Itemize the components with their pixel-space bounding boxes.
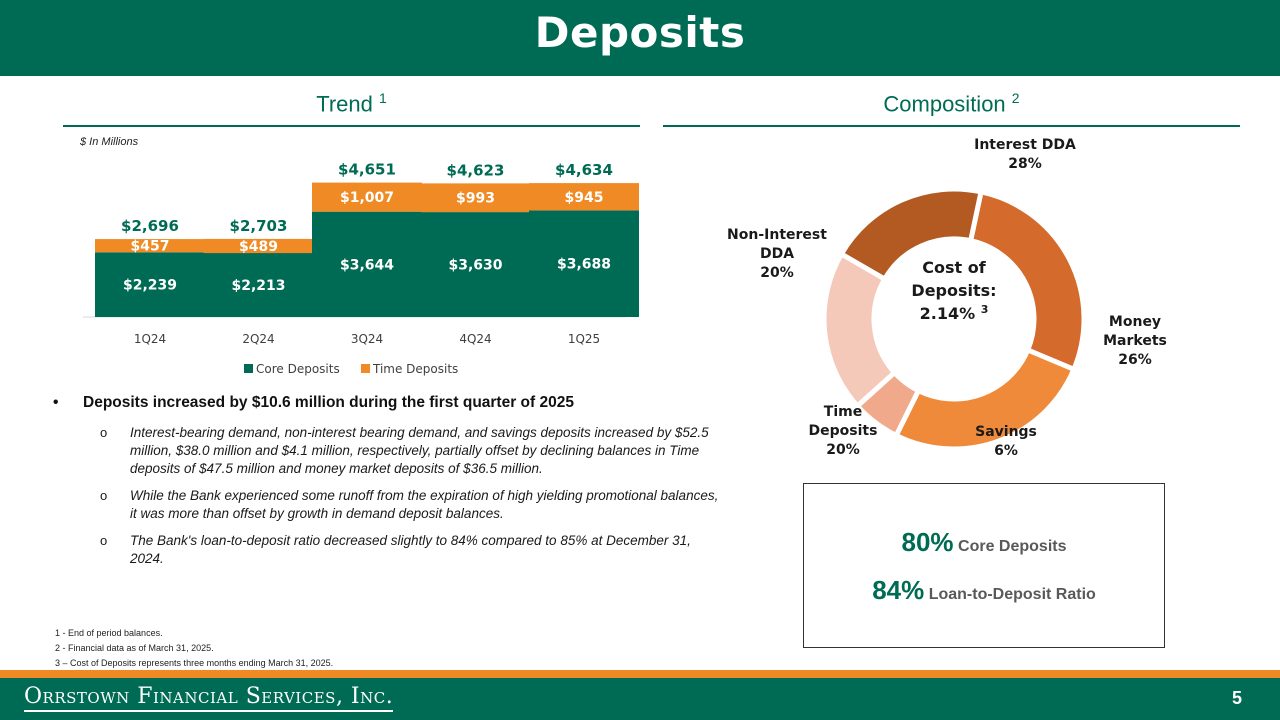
time-value-label: $457: [131, 239, 170, 255]
bar-time-deposits: [312, 182, 422, 212]
composition-title: Composition 2: [663, 90, 1240, 117]
bar-time-deposits: [95, 239, 205, 253]
time-value-label: $945: [565, 190, 604, 206]
category-tick-label: 1Q25: [568, 332, 600, 346]
company-logo: Orrstown Financial Services, Inc.: [24, 684, 394, 712]
kpi-label: Loan-to-Deposit Ratio: [928, 586, 1096, 603]
bar-core-deposits: [312, 211, 422, 317]
core-value-label: $3,630: [448, 258, 502, 274]
bar-core-deposits: [203, 253, 314, 317]
kpi-box: 80% Core Deposits 84% Loan-to-Deposit Ra…: [803, 483, 1165, 648]
donut-slice: [967, 188, 1087, 373]
total-value-label: $2,696: [121, 217, 179, 235]
legend-label-core: Core Deposits: [256, 362, 340, 376]
legend-swatch-core: [244, 364, 253, 373]
main-bullet-text: Deposits increased by $10.6 million duri…: [83, 394, 574, 411]
core-value-label: $2,239: [123, 278, 177, 294]
slice-name-label: DDA: [760, 246, 794, 262]
total-value-label: $4,623: [447, 161, 505, 179]
slice-name-label: Savings: [975, 424, 1037, 440]
slice-name-label: Non-Interest: [727, 227, 827, 243]
header-bar: Deposits: [0, 0, 1280, 76]
circle-bullet-icon: o: [100, 488, 108, 503]
kpi-core-deposits: 80% Core Deposits: [804, 527, 1164, 558]
kpi-loan-to-deposit: 84% Loan-to-Deposit Ratio: [804, 575, 1164, 606]
slice-name-label: Markets: [1103, 333, 1167, 349]
slice-name-label: Time: [824, 404, 862, 420]
bullet-dot-icon: •: [53, 394, 59, 411]
donut-slice: [892, 346, 1078, 452]
footnote: 1 - End of period balances.: [55, 628, 163, 638]
center-label-value: 2.14% 3: [920, 303, 989, 323]
bar-time-deposits: [203, 238, 314, 254]
footer-bar: Orrstown Financial Services, Inc. 5: [0, 678, 1280, 720]
composition-title-sup: 2: [1011, 90, 1020, 106]
main-bullet: • Deposits increased by $10.6 million du…: [50, 394, 720, 412]
center-label: Cost of: [922, 258, 986, 277]
sub-bullet: o Interest-bearing demand, non-interest …: [50, 424, 720, 478]
bar-time-deposits: [420, 183, 531, 213]
trend-title-text: Trend: [316, 91, 373, 117]
page-number: 5: [1231, 688, 1242, 708]
legend-label-time: Time Deposits: [372, 362, 458, 376]
center-label: Deposits:: [911, 281, 996, 300]
trend-title: Trend 1: [63, 90, 640, 117]
footnote: 3 – Cost of Deposits represents three mo…: [55, 658, 334, 668]
total-value-label: $2,703: [230, 217, 288, 235]
core-value-label: $3,688: [557, 257, 611, 273]
category-tick-label: 2Q24: [242, 332, 274, 346]
bar-core-deposits: [95, 252, 205, 317]
footnotes: 1 - End of period balances. 2 - Financia…: [55, 626, 333, 671]
slice-name-label: Interest DDA: [974, 137, 1076, 153]
slice-name-label: Deposits: [809, 423, 878, 439]
core-value-label: $3,644: [340, 257, 394, 273]
legend-swatch-time: [361, 364, 370, 373]
kpi-value: 80%: [901, 527, 954, 557]
footer-accent-strip: [0, 670, 1280, 678]
circle-bullet-icon: o: [100, 425, 108, 440]
category-tick-label: 3Q24: [351, 332, 383, 346]
footnote: 2 - Financial data as of March 31, 2025.: [55, 643, 214, 653]
category-tick-label: 1Q24: [134, 332, 166, 346]
donut-slice: [838, 186, 984, 283]
page-title: Deposits: [534, 8, 746, 57]
center-label-sup: 3: [981, 303, 989, 316]
deposit-trend-chart: $2,239 $457 $2,696 1Q24 $2,213 $489 $2,703 2Q24…: [83, 161, 639, 376]
bar-time-deposits: [529, 183, 639, 211]
total-value-label: $4,651: [338, 161, 396, 179]
slice-percent-label: 20%: [760, 265, 794, 281]
sub-bullet-text: While the Bank experienced some runoff f…: [130, 488, 719, 521]
composition-title-text: Composition: [883, 91, 1006, 117]
deposit-composition-chart: Interest DDA 28% Money Markets 26% Savings 6% T…: [727, 137, 1167, 459]
composition-rule: [663, 125, 1240, 127]
sub-bullet-text: Interest-bearing demand, non-interest be…: [130, 425, 709, 476]
bar-core-deposits: [420, 212, 531, 317]
slice-percent-label: 26%: [1118, 352, 1152, 368]
time-value-label: $993: [456, 191, 495, 207]
time-value-label: $489: [239, 239, 278, 255]
time-value-label: $1,007: [340, 190, 394, 206]
sub-bullet: o While the Bank experienced some runoff…: [50, 487, 720, 523]
total-value-label: $4,634: [555, 161, 613, 179]
category-tick-label: 4Q24: [459, 332, 491, 346]
units-label: $ In Millions: [80, 136, 139, 148]
slice-percent-label: 20%: [826, 442, 860, 458]
sub-bullet: o The Bank's loan-to-deposit ratio decre…: [50, 532, 720, 568]
slice-percent-label: 28%: [1008, 156, 1042, 172]
bar-core-deposits: [529, 210, 639, 317]
circle-bullet-icon: o: [100, 533, 108, 548]
slice-percent-label: 6%: [994, 443, 1018, 459]
commentary: • Deposits increased by $10.6 million du…: [50, 394, 720, 577]
core-value-label: $2,213: [231, 278, 285, 294]
trend-title-sup: 1: [378, 90, 387, 106]
sub-bullet-text: The Bank's loan-to-deposit ratio decreas…: [130, 533, 691, 566]
kpi-value: 84%: [872, 575, 925, 605]
kpi-label: Core Deposits: [958, 538, 1067, 555]
trend-rule: [63, 125, 640, 127]
slice-name-label: Money: [1109, 314, 1161, 330]
